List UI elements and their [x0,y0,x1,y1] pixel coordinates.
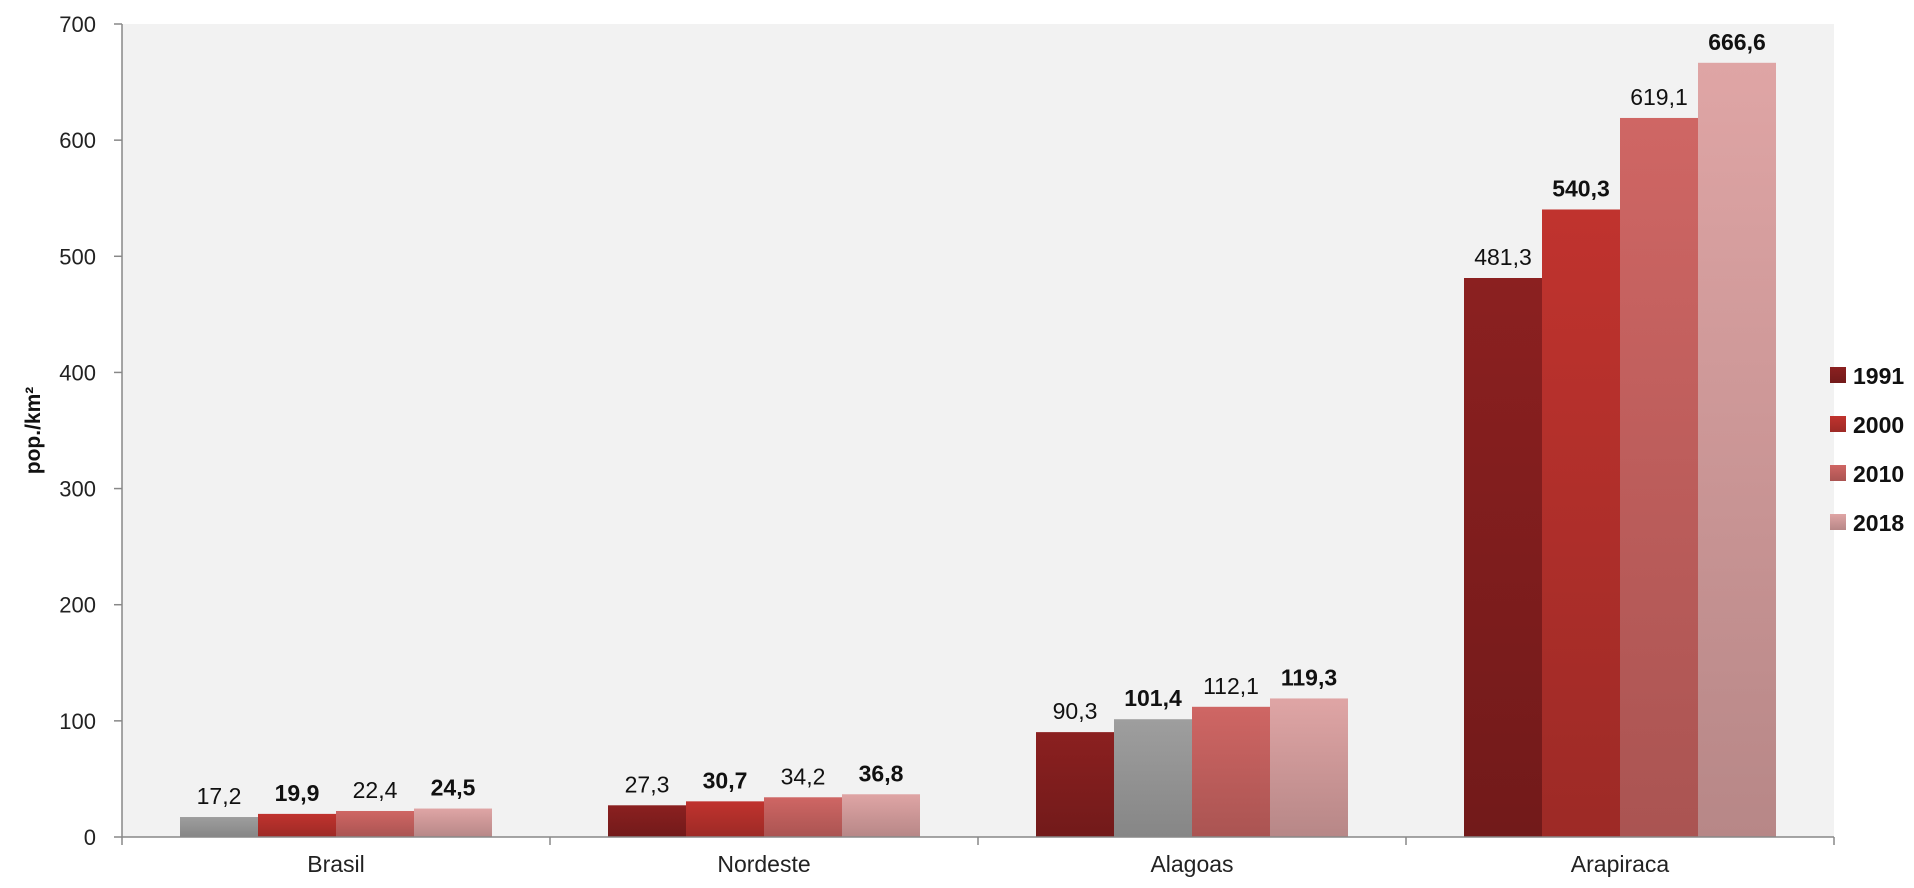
bar-nordeste-2000 [686,801,764,837]
axes-group: 0 100 200 300 400 500 600 700 Brasil Nordeste Alag… [59,12,1835,877]
data-label: 34,2 [781,763,826,789]
legend-label: 2018 [1853,510,1904,536]
bar-brasil-2018 [414,808,492,837]
y-tick-label: 500 [59,244,96,269]
bar-arapiraca-2000 [1542,209,1620,837]
bar-arapiraca-2018 [1698,62,1776,838]
data-labels-group: 17,2 19,9 22,4 24,5 27,3 30,7 34,2 36,8 90,3 101,… [197,29,1766,809]
y-axis-label: pop./km² [22,387,45,475]
y-tick-label: 100 [59,709,96,734]
bar-nordeste-2010 [764,797,842,837]
legend-swatch [1830,416,1846,432]
data-label: 481,3 [1474,244,1532,270]
legend: 1991 2000 2010 2018 [1830,363,1904,536]
bar-brasil-2010 [336,810,414,837]
data-label: 36,8 [859,760,904,786]
bar-alagoas-2010 [1192,706,1270,837]
data-label: 666,6 [1708,29,1766,55]
data-label: 619,1 [1630,84,1688,110]
data-label: 17,2 [197,783,242,809]
data-label: 101,4 [1124,685,1182,711]
bar-nordeste-2018 [842,794,920,837]
legend-label: 1991 [1853,363,1904,389]
bar-alagoas-2018 [1270,698,1348,837]
legend-swatch [1830,514,1846,530]
bar-brasil-1991 [180,817,258,837]
data-label: 24,5 [431,775,476,801]
bar-nordeste-1991 [608,805,686,837]
data-label: 19,9 [275,780,320,806]
bars-group [180,62,1776,838]
bar-arapiraca-1991 [1464,278,1542,838]
data-label: 22,4 [353,777,398,803]
x-tick-label: Nordeste [717,851,810,877]
y-tick-label: 200 [59,593,96,618]
legend-label: 2000 [1853,412,1904,438]
x-tick-label: Alagoas [1150,851,1233,877]
data-label: 119,3 [1281,664,1337,690]
bar-brasil-2000 [258,813,336,837]
data-label: 112,1 [1203,673,1259,699]
legend-swatch [1830,367,1846,383]
bar-alagoas-1991 [1036,732,1114,837]
y-tick-label: 300 [59,477,96,502]
x-tick-label: Brasil [307,851,365,877]
x-tick-label: Arapiraca [1571,851,1670,877]
y-tick-label: 400 [59,360,96,385]
data-label: 30,7 [703,767,748,793]
bar-arapiraca-2010 [1620,117,1698,837]
legend-swatch [1830,465,1846,481]
data-label: 27,3 [625,771,670,797]
data-label: 540,3 [1552,175,1610,201]
legend-label: 2010 [1853,461,1904,487]
data-label: 90,3 [1053,698,1098,724]
y-tick-label: 0 [84,825,96,850]
bar-alagoas-2000 [1114,719,1192,837]
y-tick-label: 600 [59,128,96,153]
y-tick-label: 700 [59,12,96,37]
